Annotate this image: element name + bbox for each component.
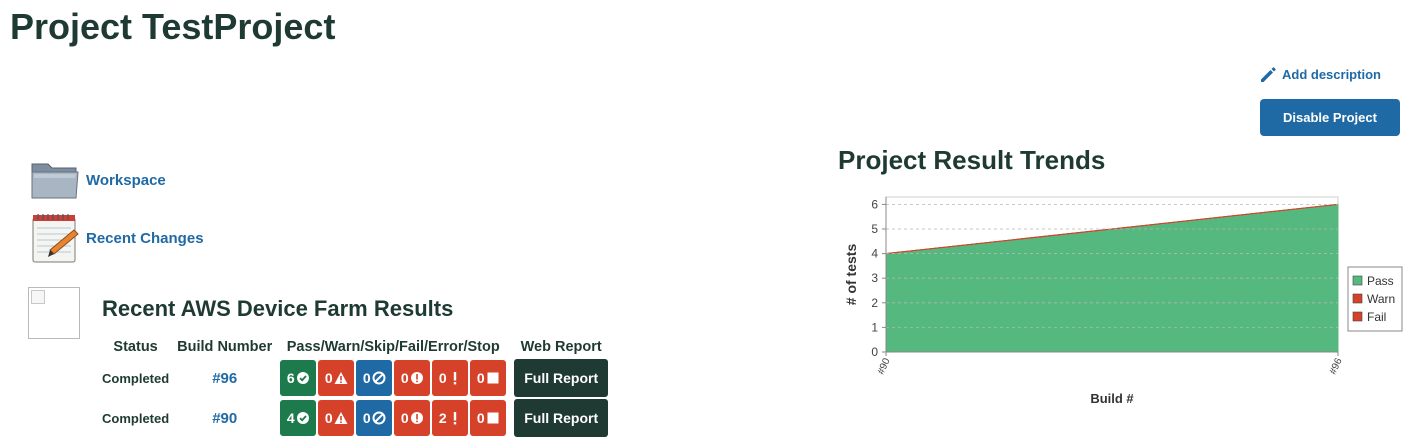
badge-warn: 0 <box>318 400 355 436</box>
stop-icon <box>487 372 499 384</box>
x-axis-label: Build # <box>1090 391 1134 406</box>
build-number-link[interactable]: #90 <box>212 409 238 427</box>
legend-label-warn: Warn <box>1367 292 1395 306</box>
y-tick-label: 4 <box>871 247 878 261</box>
page-title: Project TestProject <box>10 6 336 47</box>
full-report-button[interactable]: Full Report <box>514 359 609 397</box>
badge-stop: 0 <box>470 400 507 436</box>
warning-icon <box>334 372 348 384</box>
build-number-link[interactable]: #96 <box>212 369 238 387</box>
full-report-button[interactable]: Full Report <box>514 399 609 437</box>
legend-label-pass: Pass <box>1367 274 1394 288</box>
stop-icon <box>487 412 499 424</box>
badge-fail: 0 <box>394 360 431 396</box>
badge-error: 0 <box>432 360 469 396</box>
legend-swatch-fail <box>1352 311 1363 322</box>
header-counts: Pass/Warn/Skip/Fail/Error/Stop <box>286 339 500 355</box>
badge-skip-count: 0 <box>362 410 371 426</box>
badge-skip: 0 <box>356 360 393 396</box>
add-description-label: Add description <box>1282 66 1381 82</box>
results-section-title: Recent AWS Device Farm Results <box>102 296 454 321</box>
recent-changes-label: Recent Changes <box>86 229 204 247</box>
notepad-icon <box>32 214 79 263</box>
y-tick-label: 6 <box>871 197 878 211</box>
header-build-number: Build Number <box>177 339 273 355</box>
y-tick-label: 3 <box>871 271 878 285</box>
broken-image-icon <box>31 290 45 304</box>
workspace-label: Workspace <box>86 171 166 189</box>
badge-stop-count: 0 <box>476 370 485 386</box>
results-header-row: Status Build Number Pass/Warn/Skip/Fail/… <box>100 337 610 357</box>
add-description-link[interactable]: Add description <box>1258 64 1381 84</box>
results-table: Status Build Number Pass/Warn/Skip/Fail/… <box>96 335 614 439</box>
result-badges: 6 0 0 0 0 0 <box>280 360 507 396</box>
badge-stop-count: 0 <box>476 410 485 426</box>
trend-chart: 0 1 2 3 4 5 6 #90 #96 Build # # of tests Pass Warn Fa… <box>843 196 1403 406</box>
error-icon <box>453 372 456 385</box>
check-circle-icon <box>296 412 309 424</box>
badge-fail-count: 0 <box>400 410 409 426</box>
legend-swatch-warn <box>1352 293 1363 304</box>
badge-pass-count: 6 <box>286 370 295 386</box>
badge-fail-count: 0 <box>400 370 409 386</box>
fail-icon <box>410 372 423 384</box>
badge-skip: 0 <box>356 400 393 436</box>
y-tick-label: 5 <box>871 222 878 236</box>
chart-title: Project Result Trends <box>838 145 1106 175</box>
badge-warn-count: 0 <box>324 370 333 386</box>
folder-icon <box>31 163 79 199</box>
status-cell: Completed <box>102 370 170 386</box>
y-tick-label: 2 <box>871 296 878 310</box>
fail-icon <box>410 412 423 424</box>
result-badges: 4 0 0 0 2 0 <box>280 400 507 436</box>
sidebar-item-recent-changes[interactable]: Recent Changes <box>30 212 204 264</box>
y-axis-label: # of tests <box>843 244 859 306</box>
badge-warn-count: 0 <box>324 410 333 426</box>
sidebar-item-workspace[interactable]: Workspace <box>30 158 166 202</box>
badge-error-count: 0 <box>438 370 447 386</box>
pencil-icon <box>1261 67 1276 82</box>
y-tick-label: 1 <box>871 320 878 334</box>
x-tick-label: #96 <box>1328 356 1345 376</box>
badge-pass: 6 <box>280 360 317 396</box>
x-tick-label: #90 <box>876 356 893 376</box>
skip-icon <box>372 411 386 425</box>
header-status: Status <box>113 339 158 355</box>
badge-error: 2 <box>432 400 469 436</box>
badge-error-count: 2 <box>438 410 447 426</box>
broken-image <box>28 287 80 339</box>
badge-warn: 0 <box>318 360 355 396</box>
results-row: Completed #96 6 0 0 0 0 0 Full Report <box>100 359 610 397</box>
header-web-report: Web Report <box>520 339 602 355</box>
skip-icon <box>372 371 386 385</box>
error-icon <box>453 412 456 425</box>
results-row: Completed #90 4 0 0 0 2 0 Full Report <box>100 399 610 437</box>
status-cell: Completed <box>102 410 170 426</box>
legend-label-fail: Fail <box>1367 310 1386 324</box>
badge-stop: 0 <box>470 360 507 396</box>
badge-skip-count: 0 <box>362 370 371 386</box>
disable-project-button[interactable]: Disable Project <box>1260 99 1400 136</box>
warning-icon <box>334 412 348 424</box>
badge-pass: 4 <box>280 400 317 436</box>
check-circle-icon <box>296 372 309 384</box>
legend-swatch-pass <box>1352 275 1363 286</box>
badge-fail: 0 <box>394 400 431 436</box>
y-tick-label: 0 <box>871 345 878 359</box>
badge-pass-count: 4 <box>286 410 295 426</box>
